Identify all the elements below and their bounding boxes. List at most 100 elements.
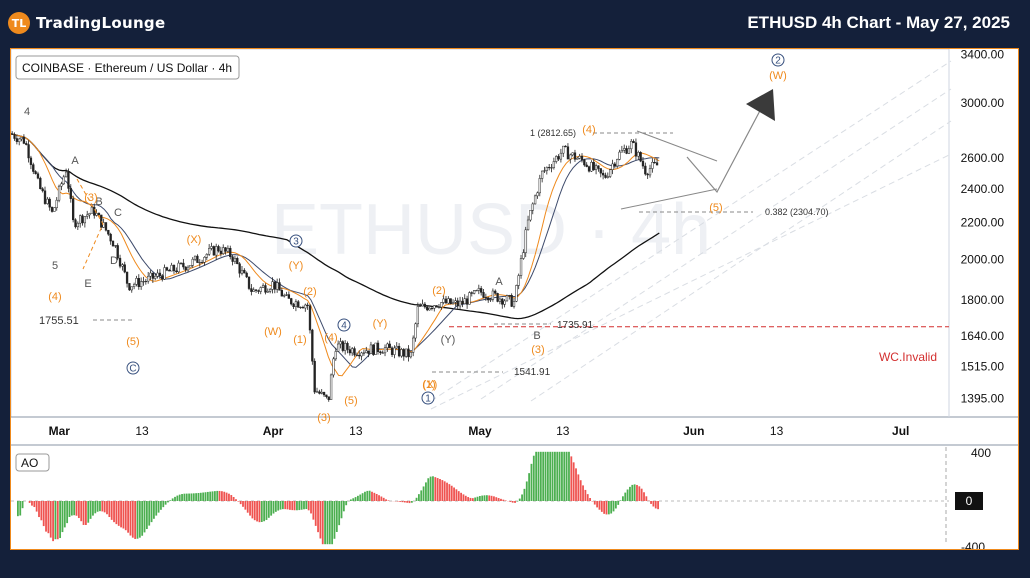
candle-body xyxy=(149,272,152,277)
time-tick-label: Jun xyxy=(683,424,704,438)
ao-bar xyxy=(361,493,364,501)
chart-canvas: ETHUSD · 4h WC.Invalid 1755.51 1735.91 1541.… xyxy=(10,48,1018,554)
ao-bar xyxy=(190,493,193,501)
candle-body xyxy=(430,307,434,310)
ao-bar xyxy=(497,498,500,501)
ao-bar xyxy=(464,495,467,501)
candle-body xyxy=(290,298,293,305)
candle-body xyxy=(20,137,23,140)
wave-label: 4 xyxy=(24,106,30,118)
ao-bar xyxy=(138,501,141,538)
ma-slow-line xyxy=(10,133,660,320)
candle-body xyxy=(280,290,283,297)
ao-bar xyxy=(399,501,402,502)
ao-bar xyxy=(258,501,261,523)
ao-value-box xyxy=(955,492,983,510)
ao-bar xyxy=(485,495,488,501)
ao-bar xyxy=(31,501,33,506)
ao-bar xyxy=(638,486,641,501)
candle-body xyxy=(285,294,288,296)
ao-bar xyxy=(368,490,371,501)
triangle-upper xyxy=(636,130,718,162)
candle-body xyxy=(468,292,471,305)
candle-body xyxy=(409,352,412,358)
candle-body xyxy=(428,307,431,311)
candle-body xyxy=(325,394,328,397)
candle-body xyxy=(400,349,403,357)
ao-tick-label: -400 xyxy=(961,540,985,549)
candle-body xyxy=(259,287,262,292)
candle-body xyxy=(50,206,54,212)
candle-body xyxy=(536,192,539,197)
ao-bar xyxy=(38,501,40,518)
ao-bar xyxy=(335,501,338,532)
wave-label: 3 xyxy=(293,237,299,248)
ao-bar xyxy=(582,485,584,501)
candle-body xyxy=(229,247,232,258)
candle-body xyxy=(128,283,131,291)
ao-bar xyxy=(70,501,73,516)
ao-bar xyxy=(174,496,176,501)
candle-body xyxy=(306,304,309,306)
ao-bar xyxy=(223,491,226,501)
candle-body xyxy=(271,281,274,290)
ao-bar xyxy=(249,501,251,516)
ao-bar xyxy=(213,491,216,501)
ao-bar xyxy=(52,501,54,542)
ao-bar xyxy=(549,451,552,501)
ao-bar xyxy=(544,451,547,501)
candle-body xyxy=(578,155,581,159)
candle-body xyxy=(522,252,525,259)
ao-bar xyxy=(619,500,622,501)
candle-body xyxy=(458,300,462,307)
candle-body xyxy=(627,148,631,154)
ao-bar xyxy=(312,501,315,520)
time-tick-label: Jul xyxy=(892,424,909,438)
ao-bar xyxy=(584,489,587,501)
ao-bar xyxy=(657,501,659,510)
candle-body xyxy=(590,162,593,172)
ao-bar xyxy=(474,497,477,501)
price-panel xyxy=(10,48,950,418)
ao-bar xyxy=(235,499,237,501)
ao-bar xyxy=(622,496,624,501)
ao-bar xyxy=(516,501,519,502)
candle-body xyxy=(390,347,394,355)
candle-body xyxy=(83,216,87,224)
ao-bar xyxy=(209,491,212,501)
ao-bar xyxy=(558,451,561,501)
brand-logo: TL TradingLounge xyxy=(8,10,165,36)
candle-body xyxy=(226,247,230,252)
candle-body xyxy=(397,345,401,357)
ao-bar xyxy=(253,501,256,521)
ao-bar xyxy=(303,501,305,510)
candle-body xyxy=(34,171,37,175)
ao-bar xyxy=(228,493,230,501)
ao-bar xyxy=(457,491,460,501)
candle-body xyxy=(613,163,616,167)
candle-body xyxy=(564,145,567,148)
wave-label: (W) xyxy=(264,326,282,338)
ao-bar xyxy=(148,501,151,526)
candle-body xyxy=(433,305,436,309)
ao-bar xyxy=(436,478,439,501)
ao-bar xyxy=(310,501,312,514)
candle-body xyxy=(599,168,602,174)
candle-body xyxy=(327,396,330,400)
candle-body xyxy=(208,248,211,255)
candle-body xyxy=(336,343,340,352)
candle-body xyxy=(611,163,614,170)
candle-body xyxy=(243,269,246,274)
ao-bar xyxy=(420,490,423,501)
candle-body xyxy=(426,306,429,311)
ao-bar xyxy=(120,501,122,528)
time-tick-label: Apr xyxy=(263,424,284,438)
candle-body xyxy=(205,254,208,258)
candle-body xyxy=(81,215,84,224)
ao-bar xyxy=(49,501,52,538)
candle-body xyxy=(644,165,647,175)
candle-body xyxy=(29,157,33,165)
ao-bar xyxy=(145,501,148,530)
candle-body xyxy=(69,188,72,199)
ao-bar xyxy=(127,501,130,533)
